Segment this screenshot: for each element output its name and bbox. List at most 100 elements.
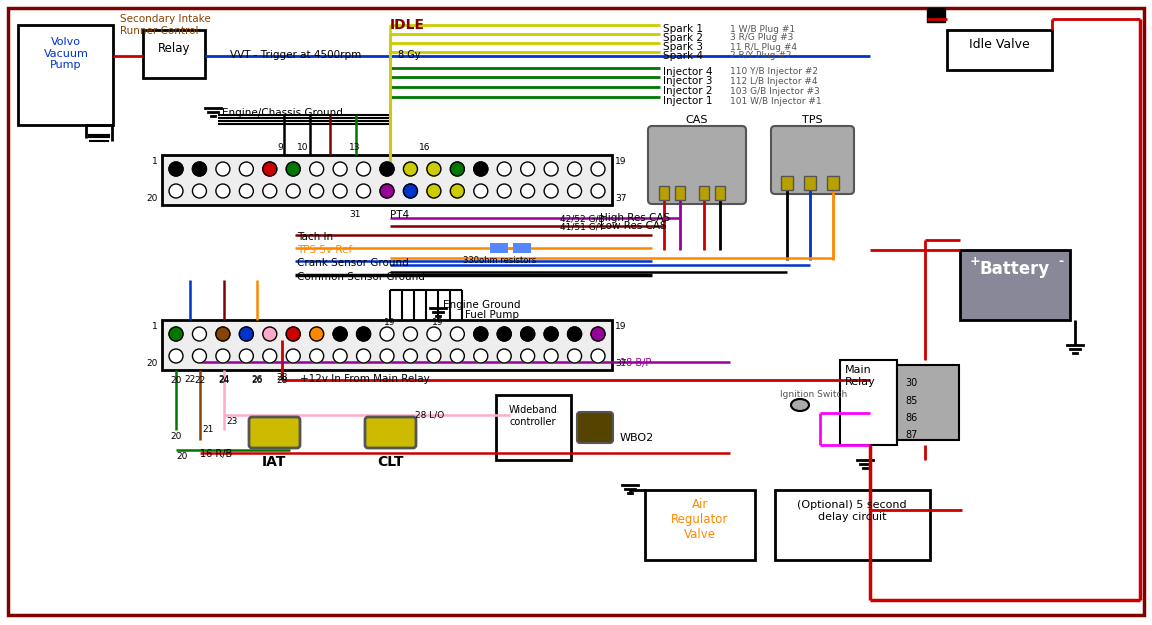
Circle shape: [380, 184, 394, 198]
Circle shape: [380, 349, 394, 363]
Text: 16 R/B: 16 R/B: [200, 449, 233, 459]
Text: 21: 21: [202, 425, 213, 434]
Text: 85: 85: [905, 396, 917, 406]
Circle shape: [240, 327, 253, 341]
Text: 24: 24: [219, 375, 229, 384]
Text: Engine Ground: Engine Ground: [444, 300, 521, 310]
Text: 41/51 G/Y: 41/51 G/Y: [560, 223, 604, 232]
Text: Spark 2: Spark 2: [664, 33, 703, 43]
Circle shape: [380, 162, 394, 176]
Circle shape: [544, 184, 558, 198]
Circle shape: [333, 184, 347, 198]
FancyBboxPatch shape: [490, 243, 508, 253]
Circle shape: [357, 184, 371, 198]
Text: 20: 20: [176, 452, 188, 461]
Circle shape: [568, 349, 582, 363]
Text: 28 L/O: 28 L/O: [415, 411, 445, 420]
Text: 28: 28: [276, 376, 288, 385]
Circle shape: [450, 349, 464, 363]
FancyBboxPatch shape: [162, 155, 612, 205]
Circle shape: [192, 349, 206, 363]
Text: Injector 1: Injector 1: [664, 96, 712, 106]
Text: 10: 10: [297, 143, 309, 152]
Circle shape: [427, 184, 441, 198]
Text: Injector 3: Injector 3: [664, 76, 712, 86]
Circle shape: [591, 162, 605, 176]
Text: 101 W/B Injector #1: 101 W/B Injector #1: [730, 96, 821, 106]
Circle shape: [192, 327, 206, 341]
Text: PT4: PT4: [391, 210, 409, 220]
Text: 26: 26: [251, 375, 263, 384]
Text: Relay: Relay: [158, 42, 190, 55]
Circle shape: [240, 184, 253, 198]
Text: Injector 4: Injector 4: [664, 67, 712, 77]
FancyBboxPatch shape: [497, 395, 571, 460]
Circle shape: [568, 184, 582, 198]
Text: 9: 9: [278, 143, 283, 152]
Circle shape: [357, 327, 371, 341]
Text: TPS 5v Ref: TPS 5v Ref: [297, 245, 353, 255]
Circle shape: [521, 327, 535, 341]
Circle shape: [591, 349, 605, 363]
Text: 103 G/B Injector #3: 103 G/B Injector #3: [730, 86, 820, 96]
Circle shape: [450, 327, 464, 341]
Circle shape: [169, 162, 183, 176]
Circle shape: [521, 184, 535, 198]
Circle shape: [498, 162, 511, 176]
Text: 87: 87: [905, 430, 917, 440]
FancyBboxPatch shape: [699, 186, 708, 200]
Circle shape: [380, 327, 394, 341]
Text: +: +: [970, 255, 980, 268]
Circle shape: [286, 327, 301, 341]
Text: 23: 23: [226, 417, 237, 426]
Circle shape: [521, 162, 535, 176]
FancyBboxPatch shape: [18, 25, 113, 125]
Text: 1: 1: [152, 157, 158, 166]
Text: High Res CAS: High Res CAS: [600, 213, 670, 223]
FancyBboxPatch shape: [715, 186, 725, 200]
Circle shape: [498, 184, 511, 198]
FancyBboxPatch shape: [143, 30, 205, 78]
Text: TPS: TPS: [802, 115, 823, 125]
Text: 330ohm resistors: 330ohm resistors: [463, 256, 537, 265]
Circle shape: [473, 327, 487, 341]
Text: 37: 37: [615, 194, 627, 203]
Text: 86: 86: [905, 413, 917, 423]
Text: IAT: IAT: [262, 455, 286, 469]
FancyBboxPatch shape: [804, 176, 816, 190]
Circle shape: [333, 327, 347, 341]
Text: VVT - Trigger at 4500rpm: VVT - Trigger at 4500rpm: [230, 50, 362, 60]
Text: 22: 22: [184, 375, 196, 384]
Circle shape: [192, 184, 206, 198]
FancyBboxPatch shape: [675, 186, 685, 200]
Circle shape: [215, 162, 230, 176]
Text: Idle Valve: Idle Valve: [969, 38, 1030, 51]
Text: 2 R/Y Plug #2: 2 R/Y Plug #2: [730, 51, 791, 61]
Text: 1: 1: [152, 322, 158, 331]
FancyBboxPatch shape: [927, 8, 945, 22]
Circle shape: [473, 184, 487, 198]
Circle shape: [403, 162, 417, 176]
FancyBboxPatch shape: [645, 490, 755, 560]
Circle shape: [544, 327, 558, 341]
Text: 20: 20: [170, 432, 182, 441]
Circle shape: [240, 349, 253, 363]
Circle shape: [263, 349, 276, 363]
FancyBboxPatch shape: [840, 360, 897, 445]
FancyBboxPatch shape: [781, 176, 793, 190]
Text: 18 B/P: 18 B/P: [620, 358, 651, 368]
Text: 19: 19: [615, 157, 627, 166]
Text: 20: 20: [146, 194, 158, 203]
Text: 31: 31: [349, 210, 361, 219]
Text: 19: 19: [385, 318, 396, 327]
Text: 30: 30: [905, 378, 917, 388]
FancyBboxPatch shape: [897, 365, 958, 440]
FancyBboxPatch shape: [659, 186, 669, 200]
Circle shape: [263, 327, 276, 341]
Text: 112 L/B Injector #4: 112 L/B Injector #4: [730, 76, 818, 86]
Text: 19: 19: [432, 318, 444, 327]
Text: 16: 16: [419, 143, 431, 152]
Circle shape: [286, 184, 301, 198]
Circle shape: [333, 162, 347, 176]
Circle shape: [591, 327, 605, 341]
